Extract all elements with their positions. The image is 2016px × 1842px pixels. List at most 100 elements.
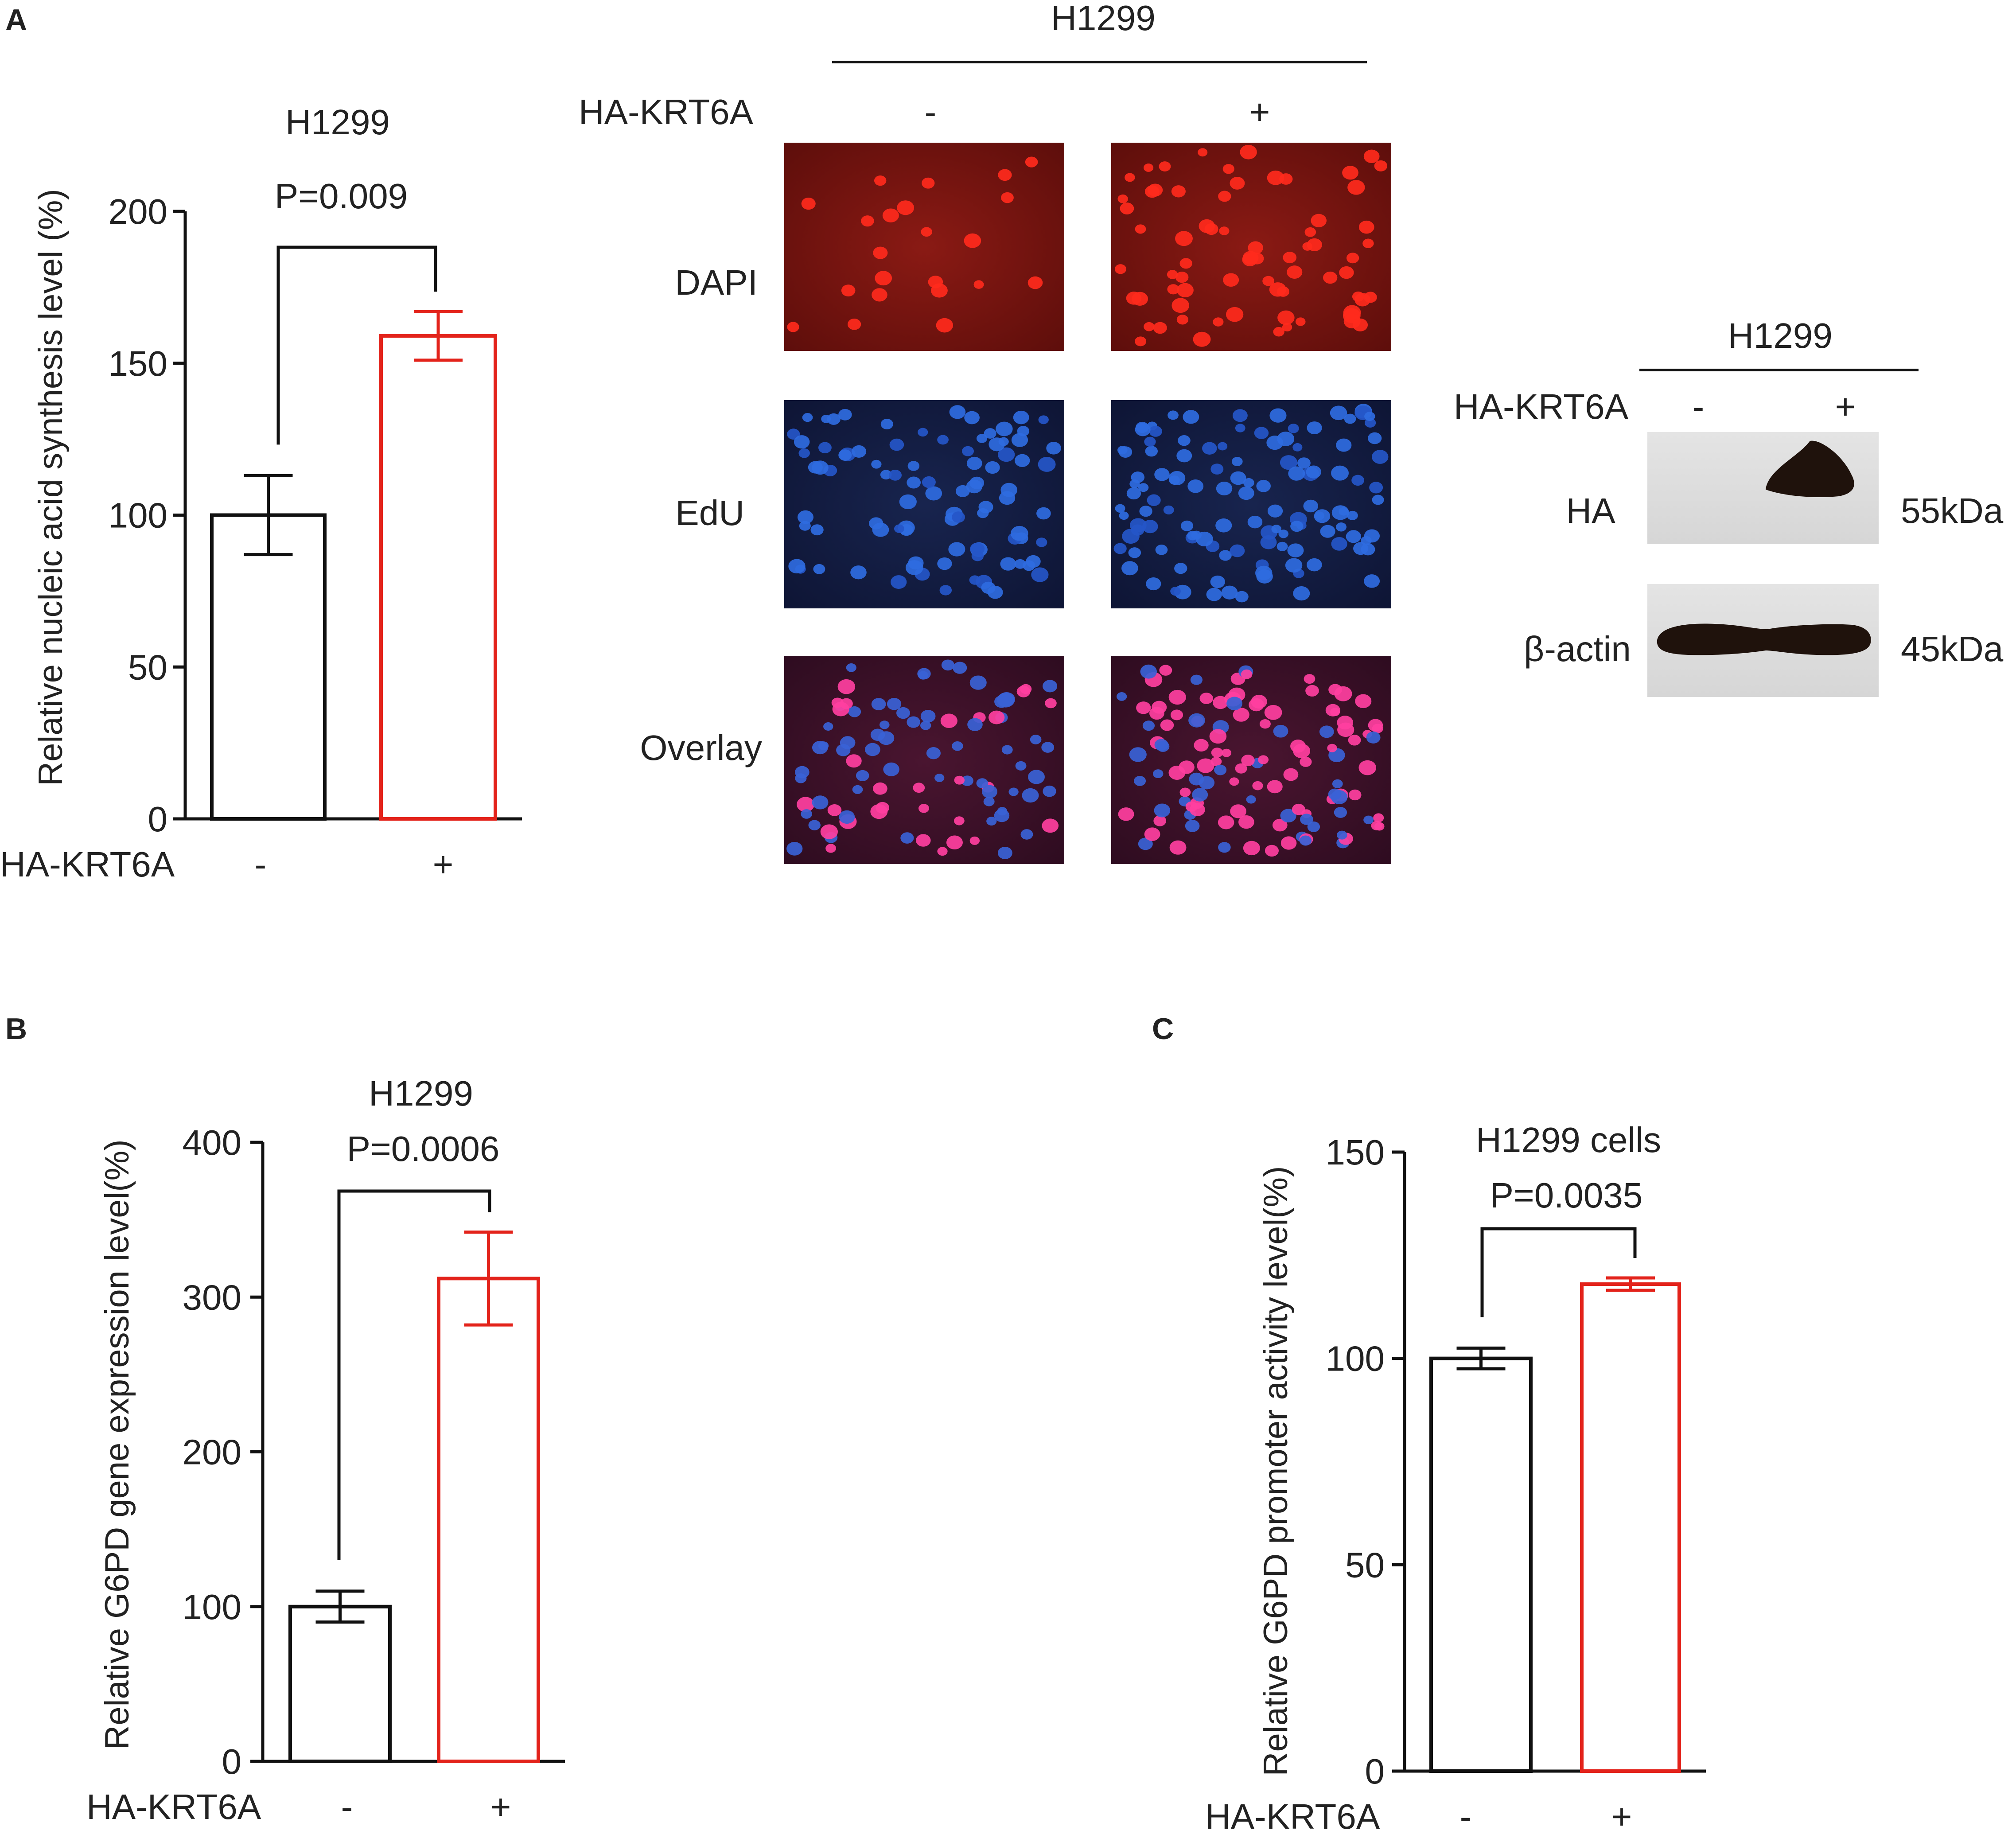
cell-nucleus [1300,756,1312,767]
cell-nucleus [997,846,1012,859]
cell-nucleus [797,510,814,524]
cell-nucleus [986,817,997,826]
cell-nucleus [937,847,948,856]
cell-nucleus [1226,307,1244,322]
cell-nucleus [962,446,974,456]
bar [210,513,327,821]
microscopy-col-plus: + [1249,92,1270,132]
cell-nucleus [1038,415,1049,424]
cell-nucleus [1213,696,1228,709]
cell-nucleus [1307,421,1322,435]
cell-nucleus [1287,265,1303,279]
cell-nucleus [838,409,852,421]
cell-nucleus [937,557,952,570]
cell-nucleus [997,693,1015,708]
cell-nucleus [949,405,966,419]
x-axis-title: HA-KRT6A [86,1787,261,1826]
cell-nucleus [1147,494,1161,506]
cell-nucleus [1031,567,1049,582]
cell-nucleus [1144,322,1155,331]
band-size-ha: 55kDa [1901,491,2004,530]
micrograph-dapi-minus [784,143,1064,351]
cell-nucleus [1170,587,1181,596]
cell-nucleus [1153,769,1164,779]
cell-nucleus [1277,310,1295,325]
microscopy-col-minus: - [925,92,937,132]
cell-nucleus [1198,148,1208,157]
cell-nucleus [925,486,942,501]
band-label-ha: HA [1566,491,1615,530]
cell-nucleus [998,447,1015,462]
cell-nucleus [1042,818,1059,833]
cell-nucleus [1366,731,1381,744]
x-axis-title: HA-KRT6A [1205,1797,1380,1836]
cell-nucleus [900,832,914,844]
cell-nucleus [1331,537,1347,551]
cell-nucleus [981,785,997,798]
cell-nucleus [1292,443,1303,452]
cell-nucleus [1330,708,1340,717]
cell-nucleus [999,491,1016,505]
cell-nucleus [1176,449,1192,463]
cell-nucleus [1368,719,1383,732]
cell-nucleus [1373,813,1384,822]
cell-nucleus [1153,322,1167,334]
y-tick-label: 100 [183,1587,241,1627]
cell-nucleus [907,461,920,471]
cell-nucleus [1008,787,1019,796]
band-size-actin: 45kDa [1901,629,2004,669]
cell-nucleus [1241,669,1253,679]
cell-nucleus [1218,815,1234,829]
cell-nucleus [1233,708,1249,722]
cell-nucleus [847,318,861,330]
cell-nucleus [1351,475,1364,486]
cell-nucleus [880,419,893,430]
x-category-label: + [490,1787,511,1826]
cell-nucleus [1174,563,1187,574]
cell-nucleus [1362,238,1374,249]
cell-nucleus [1023,560,1035,571]
cell-nucleus [1001,192,1014,203]
row-label-edu: EdU [675,493,744,533]
cell-nucleus [1030,735,1042,744]
cell-nucleus [875,271,892,286]
cell-nucleus [1125,173,1135,182]
cell-nucleus [872,522,889,537]
cell-nucleus [1269,282,1286,297]
cell-nucleus [1235,763,1247,774]
cell-nucleus [966,456,982,470]
cell-nucleus [1364,412,1375,421]
cell-nucleus [1235,424,1245,432]
cell-nucleus [1193,331,1211,347]
cell-nucleus [1117,194,1128,203]
cell-nucleus [873,782,887,795]
cell-nucleus [1139,506,1152,517]
cell-nucleus [1138,837,1153,850]
cell-nucleus [856,770,869,782]
cell-nucleus [1179,258,1192,269]
cell-nucleus [801,197,816,210]
cell-nucleus [1154,739,1168,751]
cell-nucleus [934,774,945,782]
cell-nucleus [1307,558,1322,572]
cell-nucleus [1331,505,1349,520]
cell-nucleus [1118,807,1134,821]
cell-nucleus [969,836,980,845]
ha-band [1766,440,1854,497]
cell-nucleus [1267,780,1283,794]
bar-chart-a: 0 50 100 150 200 Relative nucleic acid synthe… [0,102,522,884]
cell-nucleus [823,722,833,731]
y-tick-label: 100 [1326,1339,1385,1379]
x-category-label: - [341,1787,353,1826]
cell-nucleus [973,280,984,289]
cell-nucleus [1283,252,1297,264]
micrograph-edu-minus [784,400,1064,608]
cell-nucleus [798,448,810,458]
p-value-label: P=0.0006 [347,1129,500,1168]
cell-nucleus [841,284,856,297]
cell-nucleus [1129,518,1147,533]
cell-nucleus [1230,177,1245,190]
actin-band [1657,623,1871,655]
cell-nucleus [1305,685,1319,697]
cell-nucleus [961,775,973,786]
